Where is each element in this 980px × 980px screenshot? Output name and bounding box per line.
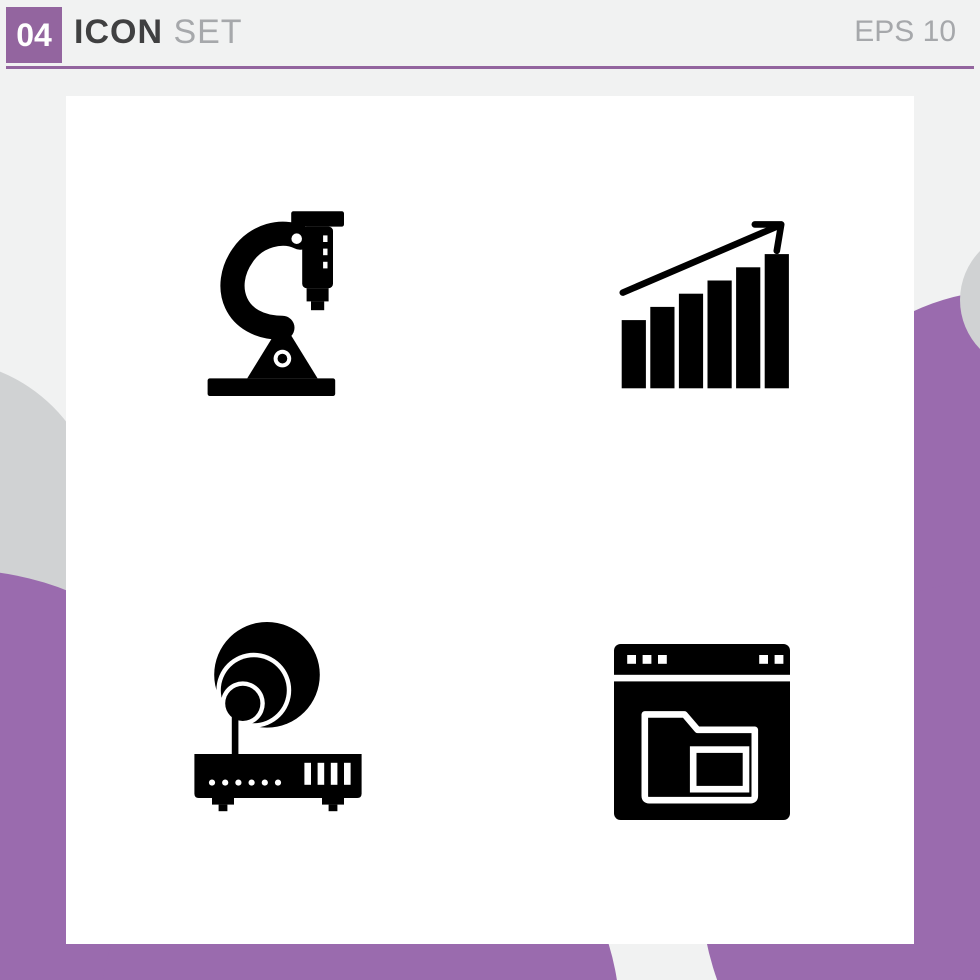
icon-card (66, 96, 914, 944)
microscope-icon (168, 198, 388, 418)
page-title: ICON SET (74, 13, 243, 52)
growth-chart-icon (592, 198, 812, 418)
count-badge: 04 (6, 7, 62, 63)
title-bold: ICON (74, 13, 163, 51)
icon-cell (66, 520, 490, 944)
header: 04 ICON SET EPS 10 (0, 0, 980, 64)
browser-folder-icon (592, 622, 812, 842)
header-rule (6, 66, 974, 69)
icon-cell (490, 96, 914, 520)
icon-cell (490, 520, 914, 944)
router-signal-icon (168, 622, 388, 842)
eps-label: EPS 10 (854, 15, 956, 49)
icon-cell (66, 96, 490, 520)
title-rest: SET (163, 13, 243, 51)
